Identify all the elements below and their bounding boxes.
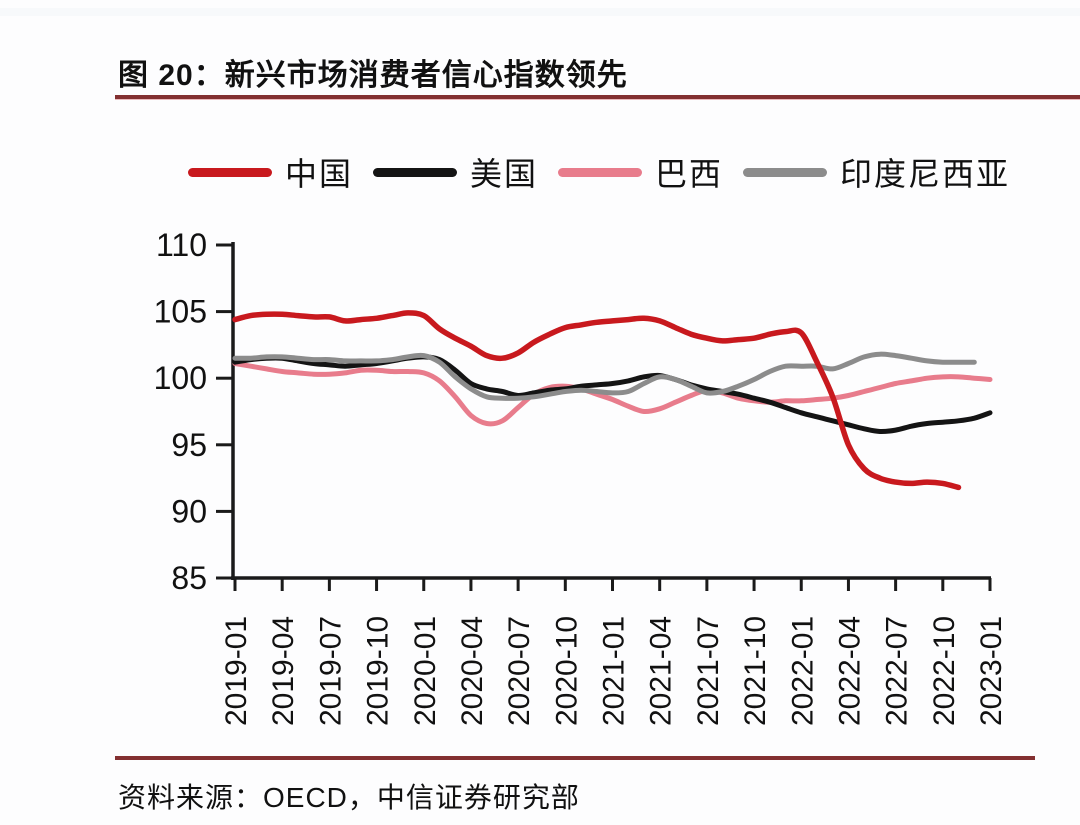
source-divider [115,756,1035,760]
source-text: 资料来源：OECD，中信证券研究部 [118,782,580,813]
x-tick-label: 2021-07 [692,616,725,726]
series-line-brazil [232,361,993,427]
x-tick-label: 2023-01 [975,616,1008,726]
legend-item-indonesia: 印度尼西亚 [743,149,1010,195]
page-top-band [0,8,1080,16]
legend-item-brazil: 巴西 [558,149,723,195]
y-tick-label: 105 [154,294,207,330]
legend-item-usa: 美国 [373,149,538,195]
series-line-usa [232,354,993,435]
y-tick-label: 85 [171,560,207,596]
legend-line-swatch-usa [373,167,458,177]
x-tick-label: 2019-01 [220,616,253,726]
chart-legend: 中国 美国 巴西 印度尼西亚 [188,150,1010,194]
legend-item-china: 中国 [188,149,353,195]
x-tick-label: 2019-07 [314,616,347,726]
title-underline [115,95,1080,99]
x-tick-label: 2021-01 [598,616,631,726]
x-tick-label: 2021-04 [645,616,678,726]
series-line-indonesia [232,351,977,401]
x-tick-label: 2020-07 [503,616,536,726]
y-tick-label: 110 [156,227,207,263]
x-tick-label: 2019-04 [267,616,300,726]
legend-line-swatch-brazil [558,167,643,177]
x-tick-label: 2022-07 [881,616,914,726]
x-tick-label: 2020-01 [409,616,442,726]
legend-label-usa: 美国 [470,156,539,192]
legend-line-swatch-indonesia [743,167,828,177]
y-tick-label: 100 [154,360,207,396]
x-tick-label: 2021-10 [739,616,772,726]
series-line-china [232,310,962,491]
y-tick-label: 90 [171,493,207,529]
legend-label-china: 中国 [285,156,354,192]
legend-label-brazil: 巴西 [655,156,724,192]
figure-title: 图 20：新兴市场消费者信心指数领先 [118,59,628,92]
x-tick-label: 2020-04 [456,616,489,726]
x-tick-label: 2019-10 [362,616,395,726]
x-tick-label: 2020-10 [550,616,583,726]
x-tick-label: 2022-04 [833,616,866,726]
x-tick-label: 2022-01 [786,616,819,726]
y-tick-label: 95 [171,427,207,463]
x-tick-label: 2022-10 [928,616,961,726]
legend-label-indonesia: 印度尼西亚 [840,156,1011,192]
legend-line-swatch-china [188,167,272,177]
